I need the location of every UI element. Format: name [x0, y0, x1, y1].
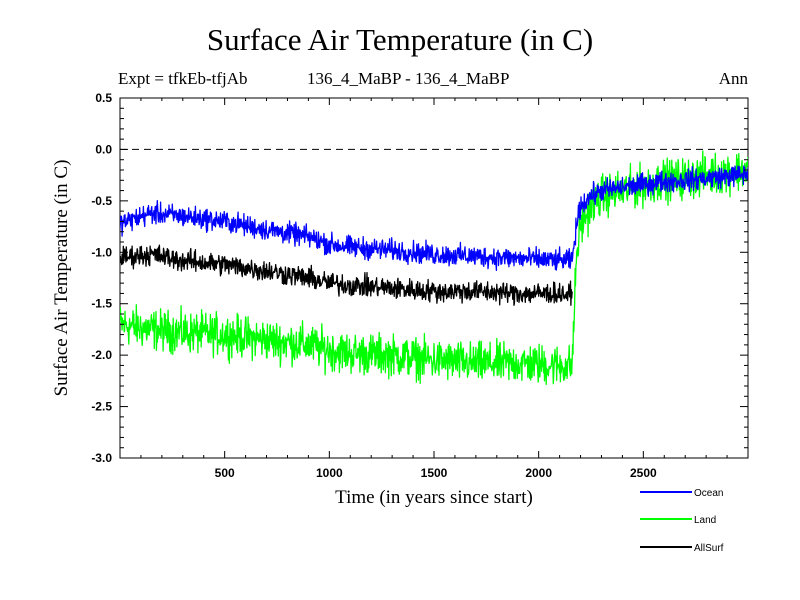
x-tick-label: 1500 — [421, 466, 448, 480]
comparison-label: 136_4_MaBP - 136_4_MaBP — [307, 69, 510, 88]
series-line-allsurf — [120, 244, 573, 306]
y-tick-label: -3.0 — [91, 451, 112, 465]
y-axis-label: Surface Air Temperature (in C) — [51, 160, 72, 397]
legend-label-ocean: Ocean — [694, 488, 723, 499]
y-tick-label: -2.5 — [91, 400, 112, 414]
plot-frame — [119, 97, 749, 459]
y-tick-label: -0.5 — [91, 194, 112, 208]
x-tick-label: 2000 — [525, 466, 552, 480]
legend-label-allsurf: AllSurf — [694, 543, 724, 554]
chart-title: Surface Air Temperature (in C) — [206, 22, 594, 57]
period-label: Ann — [718, 69, 748, 88]
experiment-label: Expt = tfkEb-tfjAb — [118, 69, 248, 88]
y-tick-label: -1.0 — [91, 245, 112, 259]
y-tick-label: -1.5 — [91, 297, 112, 311]
y-tick-label: 0.0 — [95, 142, 112, 156]
y-tick-label: 0.5 — [95, 91, 112, 105]
x-tick-label: 500 — [215, 466, 235, 480]
x-axis-label: Time (in years since start) — [335, 487, 533, 508]
x-tick-label: 1000 — [316, 466, 343, 480]
y-tick-label: -2.0 — [91, 348, 112, 362]
legend-label-land: Land — [694, 515, 716, 526]
series-line-ocean — [120, 165, 748, 271]
x-tick-label: 2500 — [630, 466, 657, 480]
